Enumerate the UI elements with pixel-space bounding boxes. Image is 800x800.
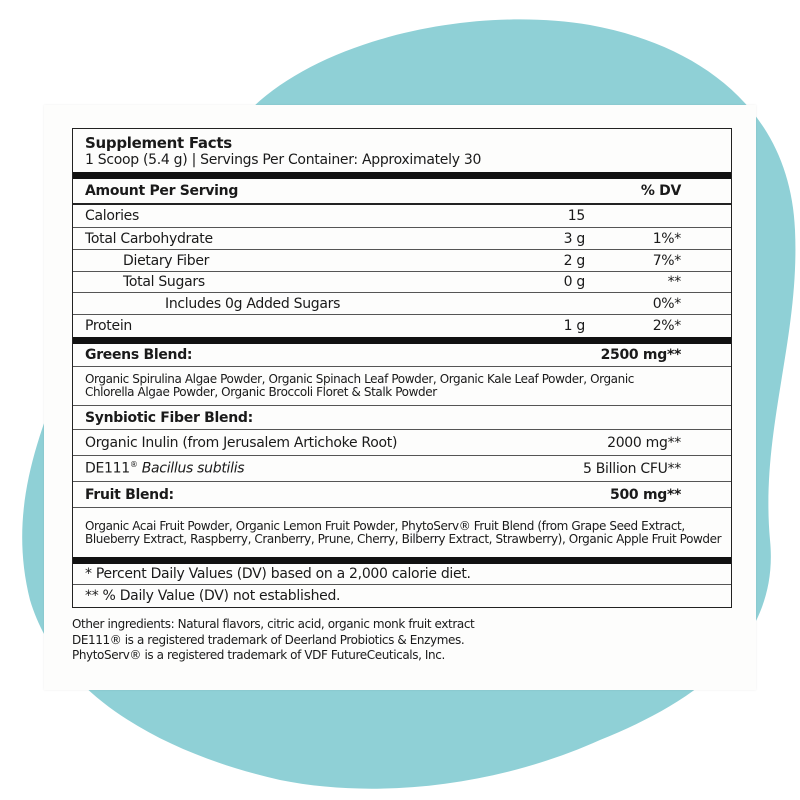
bacillus-row: DE111® Bacillus subtilis 5 Billion CFU** bbox=[73, 456, 731, 482]
blend-label: Synbiotic Fiber Blend: bbox=[85, 409, 253, 426]
nutrient-label: Includes 0g Added Sugars bbox=[165, 295, 341, 312]
trademark-phytoserv: PhytoServ® is a registered trademark of … bbox=[72, 648, 445, 662]
blend-amount: 2500 mg** bbox=[600, 347, 682, 363]
note-dv-basis: * Percent Daily Values (DV) based on a 2… bbox=[73, 564, 731, 585]
nutrient-label: Total Sugars bbox=[123, 274, 205, 290]
ingredient-text: Organic Spirulina Algae Powder, Organic … bbox=[85, 372, 634, 399]
nutrient-amount: 0 g bbox=[563, 274, 586, 290]
synbiotic-blend-row: Synbiotic Fiber Blend: bbox=[73, 406, 731, 430]
bacillus-name: Bacillus subtilis bbox=[141, 460, 245, 477]
nutrient-row-carbohydrate: Total Carbohydrate 3 g 1%* bbox=[73, 228, 731, 250]
nutrient-row-added-sugars: Includes 0g Added Sugars 0%* bbox=[73, 293, 731, 315]
supplement-label-card: Supplement Facts 1 Scoop (5.4 g) | Servi… bbox=[44, 105, 756, 690]
nutrient-dv: 1%* bbox=[652, 230, 682, 247]
greens-blend-row: Greens Blend: 2500 mg** bbox=[73, 344, 731, 367]
nutrient-row-protein: Protein 1 g 2%* bbox=[73, 315, 731, 344]
nutrient-amount: 3 g bbox=[563, 230, 586, 247]
other-ingredients: Other ingredients: Natural flavors, citr… bbox=[72, 617, 475, 631]
fruit-ingredients: Organic Acai Fruit Powder, Organic Lemon… bbox=[73, 508, 731, 564]
nutrient-amount: 1 g bbox=[563, 318, 586, 334]
blend-amount: 500 mg** bbox=[610, 486, 681, 503]
supplement-facts-table: Supplement Facts 1 Scoop (5.4 g) | Servi… bbox=[72, 128, 732, 608]
nutrient-label: Total Carbohydrate bbox=[85, 230, 213, 247]
nutrient-amount: 2 g bbox=[563, 252, 586, 269]
inulin-row: Organic Inulin (from Jerusalem Artichoke… bbox=[73, 430, 731, 456]
nutrient-row-fiber: Dietary Fiber 2 g 7%* bbox=[73, 250, 731, 272]
nutrient-label: Protein bbox=[85, 318, 132, 334]
note-text: ** % Daily Value (DV) not established. bbox=[85, 588, 341, 604]
dv-header: % DV bbox=[640, 183, 681, 199]
amount-per-serving-label: Amount Per Serving bbox=[85, 183, 239, 199]
facts-title: Supplement Facts bbox=[85, 133, 232, 152]
nutrient-dv: 2%* bbox=[652, 318, 682, 334]
ingredient-amount: 2000 mg** bbox=[607, 434, 681, 451]
nutrient-label: Dietary Fiber bbox=[123, 252, 210, 269]
amount-header-row: Amount Per Serving % DV bbox=[73, 179, 731, 205]
greens-ingredients: Organic Spirulina Algae Powder, Organic … bbox=[73, 367, 731, 406]
blend-label: Greens Blend: bbox=[85, 347, 193, 363]
nutrient-amount: 15 bbox=[567, 208, 586, 224]
footer-notes: Other ingredients: Natural flavors, citr… bbox=[72, 617, 475, 664]
ingredient-text: Organic Acai Fruit Powder, Organic Lemon… bbox=[85, 518, 722, 546]
ingredient-amount: 5 Billion CFU** bbox=[583, 460, 681, 477]
de111-text: DE111 bbox=[85, 460, 130, 477]
blend-label: Fruit Blend: bbox=[85, 486, 174, 503]
nutrient-dv: ** bbox=[667, 274, 682, 290]
note-dv-not-established: ** % Daily Value (DV) not established. bbox=[73, 585, 731, 607]
nutrient-row-calories: Calories 15 bbox=[73, 205, 731, 228]
nutrient-dv: 0%* bbox=[652, 295, 682, 312]
trademark-de111: DE111® is a registered trademark of Deer… bbox=[72, 632, 465, 647]
nutrient-row-sugars: Total Sugars 0 g ** bbox=[73, 272, 731, 293]
ingredient-label: Organic Inulin (from Jerusalem Artichoke… bbox=[85, 434, 398, 451]
registered-mark: ® bbox=[129, 460, 138, 470]
ingredient-label: DE111® Bacillus subtilis bbox=[85, 460, 719, 477]
note-text: * Percent Daily Values (DV) based on a 2… bbox=[85, 566, 471, 582]
serving-size: 1 Scoop (5.4 g) | Servings Per Container… bbox=[85, 151, 482, 168]
nutrient-label: Calories bbox=[85, 208, 139, 224]
nutrient-dv: 7%* bbox=[652, 252, 682, 269]
fruit-blend-row: Fruit Blend: 500 mg** bbox=[73, 482, 731, 508]
